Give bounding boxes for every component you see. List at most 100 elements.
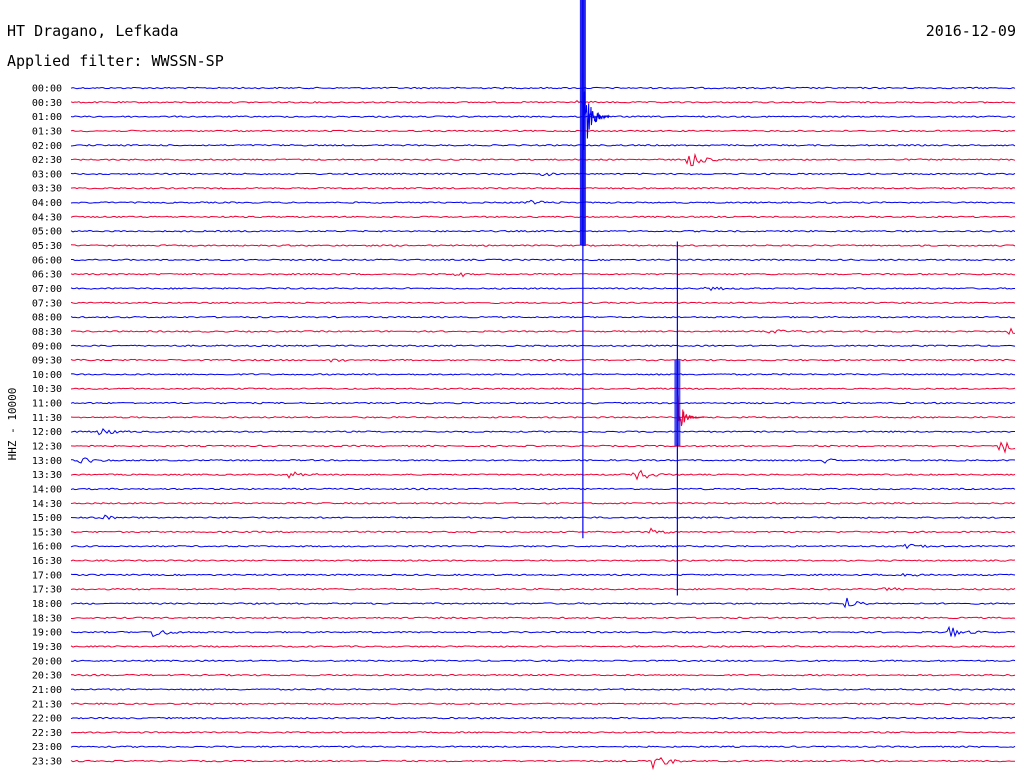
trace-row-0100 bbox=[70, 115, 1016, 118]
trace-row-2300 bbox=[70, 745, 1016, 748]
trace-row-0200 bbox=[70, 144, 1016, 147]
row-time-label: 05:30 bbox=[32, 241, 62, 252]
trace-row-1330 bbox=[70, 469, 1016, 481]
trace-row-0730 bbox=[70, 301, 1016, 305]
trace-row-1030 bbox=[70, 387, 1016, 391]
row-time-label: 11:30 bbox=[32, 413, 62, 424]
trace-row-1230 bbox=[70, 441, 1016, 454]
row-time-label: 18:30 bbox=[32, 613, 62, 624]
trace-row-0830 bbox=[70, 327, 1016, 336]
row-time-label: 10:00 bbox=[32, 370, 62, 381]
row-time-label: 23:30 bbox=[32, 757, 62, 768]
row-time-label: 16:30 bbox=[32, 556, 62, 567]
trace-row-1300 bbox=[70, 457, 1016, 464]
trace-row-0430 bbox=[70, 215, 1016, 219]
trace-row-1830 bbox=[71, 616, 1016, 620]
row-time-label: 05:00 bbox=[32, 227, 62, 238]
trace-row-2230 bbox=[70, 731, 1016, 734]
trace-row-0130 bbox=[70, 129, 1016, 133]
trace-row-1200 bbox=[70, 427, 1015, 436]
row-time-label: 09:30 bbox=[32, 356, 62, 367]
row-time-label: 17:00 bbox=[32, 570, 62, 581]
row-time-label: 20:00 bbox=[32, 656, 62, 667]
row-time-label: 14:00 bbox=[32, 484, 62, 495]
trace-row-1400 bbox=[70, 487, 1016, 491]
row-time-label: 07:30 bbox=[32, 298, 62, 309]
row-time-label: 06:30 bbox=[32, 270, 62, 281]
major-event-burst bbox=[676, 395, 704, 444]
trace-row-0000 bbox=[70, 86, 1016, 90]
trace-row-0300 bbox=[70, 172, 1016, 177]
trace-row-2330 bbox=[70, 757, 1015, 771]
trace-row-0900 bbox=[70, 344, 1016, 348]
trace-row-0500 bbox=[70, 229, 1016, 233]
major-event-band bbox=[674, 360, 681, 446]
trace-row-1500 bbox=[70, 514, 1016, 520]
trace-row-0930 bbox=[70, 358, 1016, 363]
row-time-label: 19:00 bbox=[32, 628, 62, 639]
channel-label: HHZ - 10000 bbox=[6, 388, 19, 461]
trace-row-1130 bbox=[70, 416, 1016, 419]
row-time-label: 22:00 bbox=[32, 714, 62, 725]
row-time-label: 14:30 bbox=[32, 499, 62, 510]
row-time-label: 12:00 bbox=[32, 427, 62, 438]
trace-row-2100 bbox=[70, 688, 1016, 691]
row-time-label: 06:00 bbox=[32, 255, 62, 266]
row-time-label: 11:00 bbox=[32, 399, 62, 410]
row-time-label: 15:00 bbox=[32, 513, 62, 524]
trace-row-1430 bbox=[70, 502, 1016, 505]
trace-row-1600 bbox=[70, 543, 1016, 550]
trace-row-0400 bbox=[70, 199, 1016, 205]
row-time-label: 10:30 bbox=[32, 384, 62, 395]
trace-row-1730 bbox=[70, 587, 1016, 592]
row-time-label: 07:00 bbox=[32, 284, 62, 295]
row-time-label: 00:00 bbox=[32, 84, 62, 95]
trace-row-1530 bbox=[70, 527, 1016, 534]
row-time-label: 03:00 bbox=[32, 169, 62, 180]
trace-row-1630 bbox=[70, 559, 1016, 562]
row-time-label: 02:00 bbox=[32, 141, 62, 152]
row-time-label: 12:30 bbox=[32, 442, 62, 453]
row-time-label: 13:00 bbox=[32, 456, 62, 467]
trace-row-0230 bbox=[70, 152, 1016, 167]
row-time-label: 01:30 bbox=[32, 126, 62, 137]
trace-row-0600 bbox=[71, 258, 1016, 262]
row-time-label: 09:00 bbox=[32, 341, 62, 352]
row-time-label: 04:30 bbox=[32, 212, 62, 223]
trace-row-1100 bbox=[70, 401, 1016, 405]
row-time-label: 13:30 bbox=[32, 470, 62, 481]
trace-row-1800 bbox=[70, 597, 1016, 609]
row-time-label: 00:30 bbox=[32, 98, 62, 109]
row-time-label: 02:30 bbox=[32, 155, 62, 166]
row-time-label: 08:00 bbox=[32, 313, 62, 324]
trace-row-1700 bbox=[70, 572, 1016, 577]
trace-row-2000 bbox=[70, 659, 1016, 663]
major-event-band bbox=[579, 0, 586, 246]
trace-row-1900 bbox=[70, 625, 1016, 638]
row-time-label: 01:00 bbox=[32, 112, 62, 123]
trace-row-2030 bbox=[70, 673, 1016, 677]
trace-row-0630 bbox=[70, 272, 1016, 278]
filter-label: Applied filter: WWSSN-SP bbox=[7, 52, 224, 70]
major-event-burst bbox=[582, 73, 610, 151]
row-time-label: 21:00 bbox=[32, 685, 62, 696]
row-time-label: 17:30 bbox=[32, 585, 62, 596]
trace-row-0700 bbox=[70, 286, 1015, 292]
row-time-label: 15:30 bbox=[32, 527, 62, 538]
row-time-label: 03:30 bbox=[32, 184, 62, 195]
row-time-label: 08:30 bbox=[32, 327, 62, 338]
trace-row-0330 bbox=[70, 186, 1016, 190]
row-time-label: 18:00 bbox=[32, 599, 62, 610]
trace-row-2200 bbox=[70, 716, 1015, 720]
plot-date: 2016-12-09 bbox=[926, 22, 1016, 40]
trace-row-0030 bbox=[70, 100, 1016, 105]
trace-row-0800 bbox=[70, 315, 1016, 319]
row-time-label: 22:30 bbox=[32, 728, 62, 739]
trace-row-0530 bbox=[70, 244, 1016, 247]
trace-row-1000 bbox=[70, 373, 1016, 376]
row-time-label: 19:30 bbox=[32, 642, 62, 653]
row-time-label: 16:00 bbox=[32, 542, 62, 553]
row-time-label: 21:30 bbox=[32, 699, 62, 710]
row-time-label: 20:30 bbox=[32, 671, 62, 682]
